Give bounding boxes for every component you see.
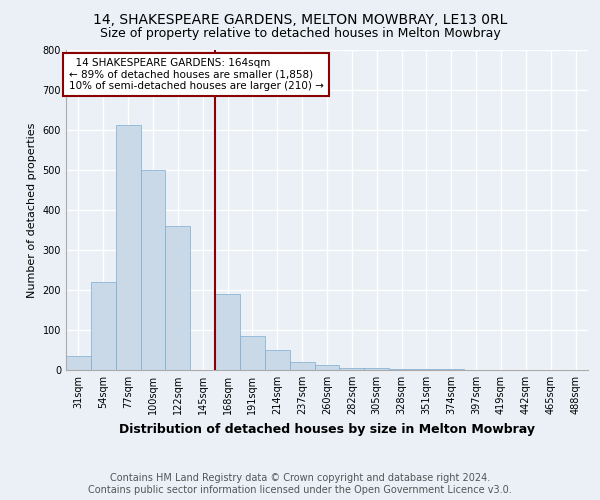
Text: 14 SHAKESPEARE GARDENS: 164sqm
← 89% of detached houses are smaller (1,858)
10% : 14 SHAKESPEARE GARDENS: 164sqm ← 89% of …: [68, 58, 323, 91]
Bar: [91, 282, 116, 370]
Bar: [389, 369, 414, 370]
Bar: [439, 369, 464, 370]
Bar: [290, 362, 314, 370]
Bar: [340, 368, 364, 370]
Text: Contains HM Land Registry data © Crown copyright and database right 2024.
Contai: Contains HM Land Registry data © Crown c…: [88, 474, 512, 495]
Bar: [364, 368, 389, 370]
Bar: [116, 125, 140, 370]
Bar: [314, 365, 340, 370]
Bar: [414, 369, 439, 370]
Text: 14, SHAKESPEARE GARDENS, MELTON MOWBRAY, LE13 0RL: 14, SHAKESPEARE GARDENS, MELTON MOWBRAY,…: [93, 12, 507, 26]
Bar: [66, 356, 91, 370]
X-axis label: Distribution of detached houses by size in Melton Mowbray: Distribution of detached houses by size …: [119, 422, 535, 436]
Bar: [166, 226, 190, 370]
Bar: [215, 294, 240, 370]
Bar: [140, 170, 166, 370]
Y-axis label: Number of detached properties: Number of detached properties: [27, 122, 37, 298]
Bar: [265, 350, 290, 370]
Bar: [240, 336, 265, 370]
Text: Size of property relative to detached houses in Melton Mowbray: Size of property relative to detached ho…: [100, 28, 500, 40]
